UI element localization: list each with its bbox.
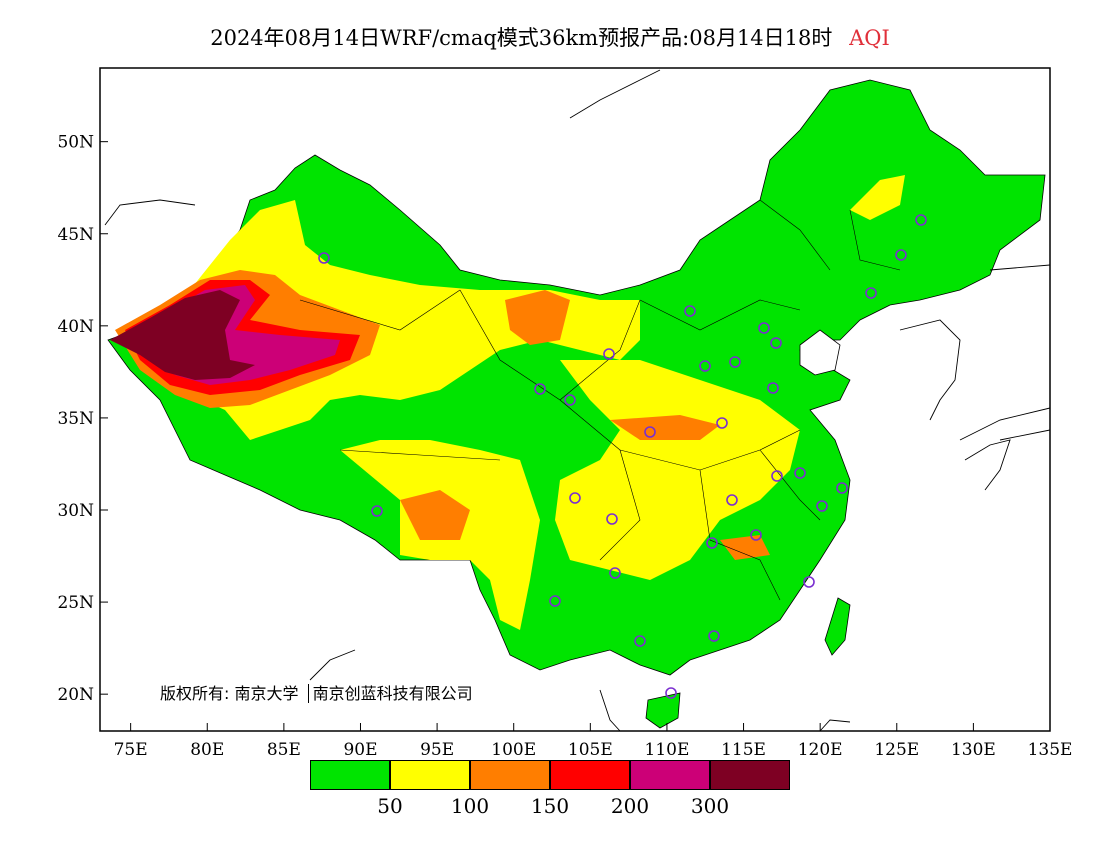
monitoring-stations bbox=[318, 214, 927, 699]
station-marker bbox=[564, 394, 576, 406]
aqi-150-tibet bbox=[400, 490, 470, 540]
lat-tick-label: 35N bbox=[57, 409, 94, 429]
lon-tick-label: 125E bbox=[874, 740, 919, 760]
lon-tick-label: 80E bbox=[190, 740, 224, 760]
station-marker bbox=[569, 492, 581, 504]
legend-color-box bbox=[470, 760, 550, 790]
legend-color-box bbox=[710, 760, 790, 790]
station-marker bbox=[665, 687, 677, 699]
bohai-sea bbox=[799, 329, 841, 376]
lon-tick-label: 105E bbox=[568, 740, 613, 760]
axis-ticks: 75E 80E 85E 90E 95E 100E 105E 110E 115E 120E 125E 1… bbox=[57, 133, 1072, 760]
aqi-map: 75E 80E 85E 90E 95E 100E 105E 110E 115E 120E 125E 1… bbox=[57, 67, 1072, 760]
station-marker bbox=[770, 337, 782, 349]
lon-tick-label: 75E bbox=[114, 740, 148, 760]
station-marker bbox=[644, 426, 656, 438]
station-marker bbox=[699, 360, 711, 372]
lat-tick-label: 45N bbox=[57, 225, 94, 245]
station-marker bbox=[750, 529, 762, 541]
station-marker bbox=[729, 356, 741, 368]
neighbor-coastlines bbox=[104, 69, 1051, 732]
copyright-text: 版权所有: 南京大学 南京创蓝科技有限公司 bbox=[160, 680, 473, 704]
station-marker bbox=[794, 467, 806, 479]
station-marker bbox=[318, 252, 330, 264]
station-marker bbox=[706, 537, 718, 549]
lat-tick-label: 40N bbox=[57, 317, 94, 337]
legend-label: 200 bbox=[610, 794, 650, 818]
aqi-150-hunan bbox=[720, 535, 770, 560]
station-marker bbox=[915, 214, 927, 226]
lat-tick-label: 50N bbox=[57, 133, 94, 153]
station-marker bbox=[816, 500, 828, 512]
legend-color-box bbox=[630, 760, 710, 790]
legend-label: 300 bbox=[690, 794, 730, 818]
legend-color-box bbox=[390, 760, 470, 790]
lat-tick-label: 20N bbox=[57, 685, 94, 705]
station-marker bbox=[603, 348, 615, 360]
title-product: AQI bbox=[849, 26, 890, 50]
station-marker bbox=[708, 630, 720, 642]
station-marker bbox=[758, 322, 770, 334]
lat-tick-label: 30N bbox=[57, 501, 94, 521]
taiwan-island bbox=[824, 597, 851, 656]
map-title: 2024年08月14日WRF/cmaq模式36km预报产品:08月14日18时 … bbox=[0, 22, 1100, 52]
station-marker bbox=[726, 494, 738, 506]
title-main: 2024年08月14日WRF/cmaq模式36km预报产品:08月14日18时 bbox=[210, 26, 833, 50]
aqi-max-tarim bbox=[110, 290, 255, 380]
station-marker bbox=[684, 305, 696, 317]
hainan-island bbox=[645, 692, 681, 729]
legend-label: 150 bbox=[530, 794, 570, 818]
aqi-150-gansu bbox=[505, 290, 570, 345]
station-marker bbox=[716, 417, 728, 429]
lon-tick-label: 90E bbox=[343, 740, 377, 760]
station-marker bbox=[803, 576, 815, 588]
legend-color-box bbox=[550, 760, 630, 790]
lon-tick-label: 110E bbox=[645, 740, 690, 760]
lon-tick-label: 95E bbox=[420, 740, 454, 760]
lat-tick-label: 25N bbox=[57, 593, 94, 613]
station-marker bbox=[865, 287, 877, 299]
station-marker bbox=[836, 482, 848, 494]
station-marker bbox=[549, 595, 561, 607]
aqi-100-central bbox=[555, 360, 800, 580]
lon-tick-label: 100E bbox=[491, 740, 536, 760]
legend-label: 100 bbox=[450, 794, 490, 818]
station-marker bbox=[895, 249, 907, 261]
aqi-100-northeast bbox=[850, 175, 905, 220]
lon-tick-label: 135E bbox=[1028, 740, 1073, 760]
province-boundaries bbox=[299, 199, 901, 601]
station-marker bbox=[634, 635, 646, 647]
station-marker bbox=[771, 470, 783, 482]
aqi-150-central bbox=[610, 415, 720, 440]
station-marker bbox=[534, 383, 546, 395]
station-marker bbox=[371, 505, 383, 517]
lon-tick-label: 85E bbox=[267, 740, 301, 760]
copyright-owner1: 版权所有: 南京大学 bbox=[160, 684, 299, 703]
legend-label: 50 bbox=[377, 794, 403, 818]
station-marker bbox=[606, 513, 618, 525]
station-marker bbox=[609, 567, 621, 579]
lon-tick-label: 115E bbox=[721, 740, 766, 760]
legend-color-box bbox=[310, 760, 390, 790]
station-marker bbox=[767, 382, 779, 394]
copyright-owner2: 南京创蓝科技有限公司 bbox=[307, 684, 473, 703]
lon-tick-label: 120E bbox=[798, 740, 843, 760]
map-frame-border bbox=[99, 67, 1051, 732]
lon-tick-label: 130E bbox=[951, 740, 996, 760]
